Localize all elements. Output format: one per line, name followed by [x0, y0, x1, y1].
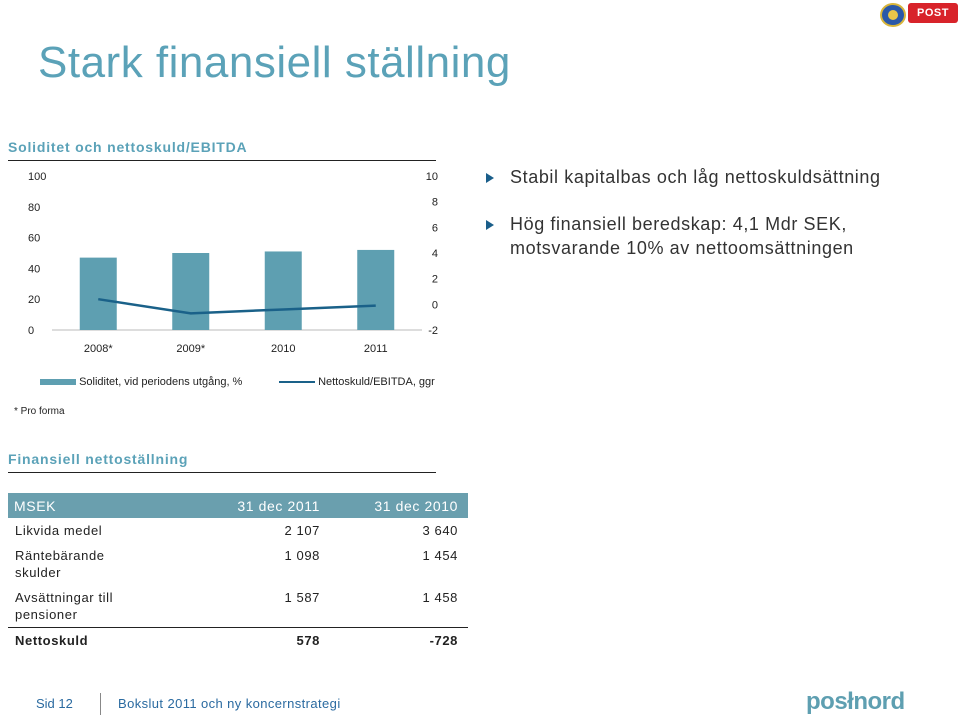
footer-text: Bokslut 2011 och ny koncernstrategi — [118, 696, 341, 711]
combo-chart: 0 20 40 60 80 100 -2 0 2 4 6 8 10 2008* 2009* 2010 2011 — [28, 171, 438, 355]
table-row: Likvida medel 2 107 3 640 — [8, 518, 468, 543]
bullet-2-text-line-2: motsvarande 10% av nettoomsättningen — [510, 238, 854, 258]
footer-divider — [100, 693, 101, 715]
bullet-1-text: Stabil kapitalbas och låg nettoskuldsätt… — [510, 167, 881, 187]
bar-2011 — [357, 249, 395, 330]
net-debt-ebitda-line — [98, 297, 376, 315]
row-label-line-2: skulder — [15, 565, 62, 580]
y-left-tick-label: 40 — [28, 263, 40, 275]
royal-seal-logo-icon — [880, 3, 906, 27]
row-value-2011: 2 107 — [284, 523, 320, 538]
y-right-tick-label: -2 — [428, 325, 438, 337]
table-header-row: MSEK 31 dec 2011 31 dec 2010 — [8, 493, 468, 518]
table-row: Räntebärande skulder 1 098 1 454 — [8, 543, 468, 585]
row-label-line-1: Avsättningar till — [15, 590, 114, 605]
total-value-2011: 578 — [196, 627, 330, 653]
row-label: Räntebärande skulder — [8, 543, 196, 585]
x-tick-label: 2008* — [84, 343, 113, 355]
table-heading-rule — [8, 472, 436, 473]
col-header-2010: 31 dec 2010 — [330, 493, 468, 518]
y-right-tick-label: 8 — [432, 197, 438, 209]
bar-2010 — [264, 251, 302, 330]
y-right-tick-label: 2 — [432, 274, 438, 286]
chart-heading: Soliditet och nettoskuld/EBITDA — [8, 139, 248, 155]
y-right-tick-label: 0 — [432, 299, 438, 311]
row-value-2010: 1 458 — [422, 590, 458, 605]
page-title: Stark finansiell ställning — [38, 38, 511, 87]
row-value-2010: 3 640 — [422, 523, 458, 538]
row-label-line-2: pensioner — [15, 607, 78, 622]
legend-item-line: Nettoskuld/EBITDA, ggr — [279, 376, 435, 388]
y-right-tick-label: 4 — [432, 248, 438, 260]
y-left-tick-label: 20 — [28, 294, 40, 306]
y-right-tick-label: 10 — [426, 171, 438, 183]
legend-label-line: Nettoskuld/EBITDA, ggr — [318, 376, 435, 388]
y-right-tick-label: 6 — [432, 222, 438, 234]
bullet-2-text-line-1: Hög finansiell beredskap: 4,1 Mdr SEK, — [510, 214, 847, 234]
x-tick-label: 2011 — [364, 343, 388, 355]
bullet-arrow-icon — [486, 173, 494, 183]
row-label: Likvida medel — [15, 523, 103, 538]
net-position-table: MSEK 31 dec 2011 31 dec 2010 Likvida med… — [8, 493, 468, 653]
x-tick-label: 2010 — [271, 343, 295, 355]
y-left-tick-label: 60 — [28, 233, 40, 245]
total-label: Nettoskuld — [8, 627, 196, 653]
row-label-line-1: Räntebärande — [15, 548, 105, 563]
postnord-logo: posłnord — [806, 688, 905, 715]
legend-swatch-bar — [40, 379, 76, 386]
row-value-2011: 1 587 — [284, 590, 320, 605]
footer-page-number: Sid 12 — [36, 696, 73, 711]
post-logo: POST — [908, 3, 958, 23]
x-tick-label: 2009* — [176, 343, 205, 355]
table-row: Avsättningar till pensioner 1 587 1 458 — [8, 585, 468, 628]
legend-item-bar: Soliditet, vid periodens utgång, % — [40, 376, 242, 388]
row-label: Avsättningar till pensioner — [8, 585, 196, 628]
y-left-tick-label: 80 — [28, 202, 40, 214]
chart-heading-rule — [8, 160, 436, 161]
total-value-2010: -728 — [330, 627, 468, 653]
footnote: * Pro forma — [14, 406, 65, 417]
bullet-arrow-icon — [486, 220, 494, 230]
table-heading: Finansiell nettoställning — [8, 451, 189, 467]
table-total-row: Nettoskuld 578 -728 — [8, 627, 468, 653]
row-value-2010: 1 454 — [422, 548, 458, 563]
legend-label-bar: Soliditet, vid periodens utgång, % — [79, 376, 243, 388]
bar-2008 — [79, 257, 117, 330]
bar-2009 — [172, 253, 210, 330]
y-left-tick-label: 0 — [28, 325, 34, 337]
legend-swatch-line — [279, 381, 315, 384]
row-value-2011: 1 098 — [284, 548, 320, 563]
col-header-2011: 31 dec 2011 — [196, 493, 330, 518]
y-left-tick-label: 100 — [28, 171, 46, 183]
col-header-msek: MSEK — [8, 493, 196, 518]
